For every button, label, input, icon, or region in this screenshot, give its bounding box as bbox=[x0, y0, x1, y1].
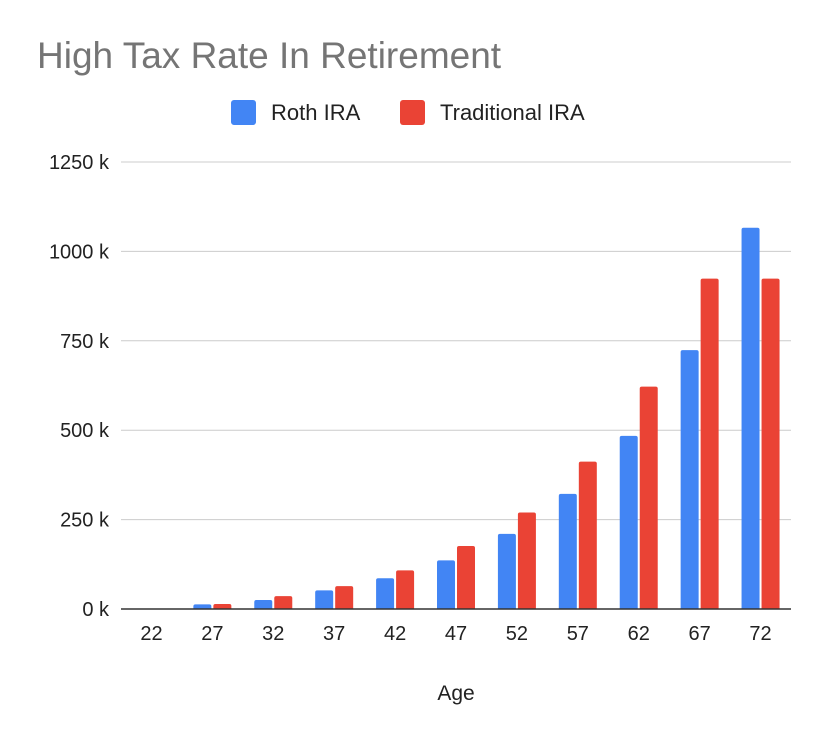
bar-roth-ira-72 bbox=[741, 227, 760, 609]
bar-traditional-ira-47 bbox=[457, 546, 475, 609]
y-tick-label: 0 k bbox=[82, 599, 110, 621]
x-tick-label: 72 bbox=[749, 623, 771, 645]
legend-swatch-traditional-ira bbox=[400, 100, 425, 125]
x-tick-label: 57 bbox=[567, 623, 589, 645]
x-tick-label: 27 bbox=[201, 623, 223, 645]
bar-traditional-ira-57 bbox=[578, 461, 597, 609]
bar-roth-ira-67 bbox=[680, 350, 699, 609]
bar-roth-ira-62 bbox=[619, 435, 638, 609]
bar-traditional-ira-32 bbox=[274, 596, 293, 609]
gridlines bbox=[121, 161, 791, 521]
x-axis-tick-labels: 22 27 32 37 42 47 52 57 62 67 72 bbox=[140, 623, 771, 645]
x-tick-label: 62 bbox=[628, 623, 650, 645]
y-tick-label: 500 k bbox=[60, 420, 110, 442]
y-tick-label: 1000 k bbox=[49, 241, 110, 263]
x-tick-label: 67 bbox=[689, 623, 711, 645]
bar-traditional-ira-62 bbox=[639, 386, 658, 609]
x-tick-label: 22 bbox=[140, 623, 162, 645]
x-tick-label: 42 bbox=[384, 623, 406, 645]
y-tick-label: 250 k bbox=[60, 510, 110, 532]
bar-roth-ira-57 bbox=[558, 493, 577, 609]
legend-label: Traditional IRA bbox=[440, 100, 585, 125]
x-tick-label: 37 bbox=[323, 623, 345, 645]
y-tick-label: 1250 k bbox=[49, 152, 110, 174]
bar-roth-ira-27 bbox=[193, 604, 212, 609]
x-tick-label: 47 bbox=[445, 623, 467, 645]
bar-roth-ira-52 bbox=[497, 533, 516, 609]
x-axis-title: Age bbox=[437, 682, 474, 705]
bar-traditional-ira-37 bbox=[335, 586, 354, 609]
bar-traditional-ira-27 bbox=[213, 603, 232, 609]
legend-label: Roth IRA bbox=[271, 100, 361, 125]
chart-title: High Tax Rate In Retirement bbox=[37, 35, 502, 76]
x-tick-label: 32 bbox=[262, 623, 284, 645]
x-tick-label: 52 bbox=[506, 623, 528, 645]
bar-roth-ira-37 bbox=[315, 590, 334, 609]
bar-roth-ira-47 bbox=[437, 560, 455, 609]
bar-roth-ira-42 bbox=[376, 578, 395, 609]
y-axis-tick-labels: 0 k 250 k 500 k 750 k 1000 k 1250 k bbox=[49, 152, 110, 621]
legend-swatch-roth-ira bbox=[231, 100, 256, 125]
bar-traditional-ira-72 bbox=[761, 278, 780, 609]
bar-roth-ira-32 bbox=[254, 600, 273, 609]
legend: Roth IRA Traditional IRA bbox=[231, 100, 585, 125]
bar-traditional-ira-52 bbox=[517, 512, 536, 609]
bars bbox=[193, 227, 780, 609]
bar-traditional-ira-42 bbox=[396, 570, 415, 609]
y-tick-label: 750 k bbox=[60, 331, 110, 353]
bar-traditional-ira-67 bbox=[700, 278, 719, 609]
